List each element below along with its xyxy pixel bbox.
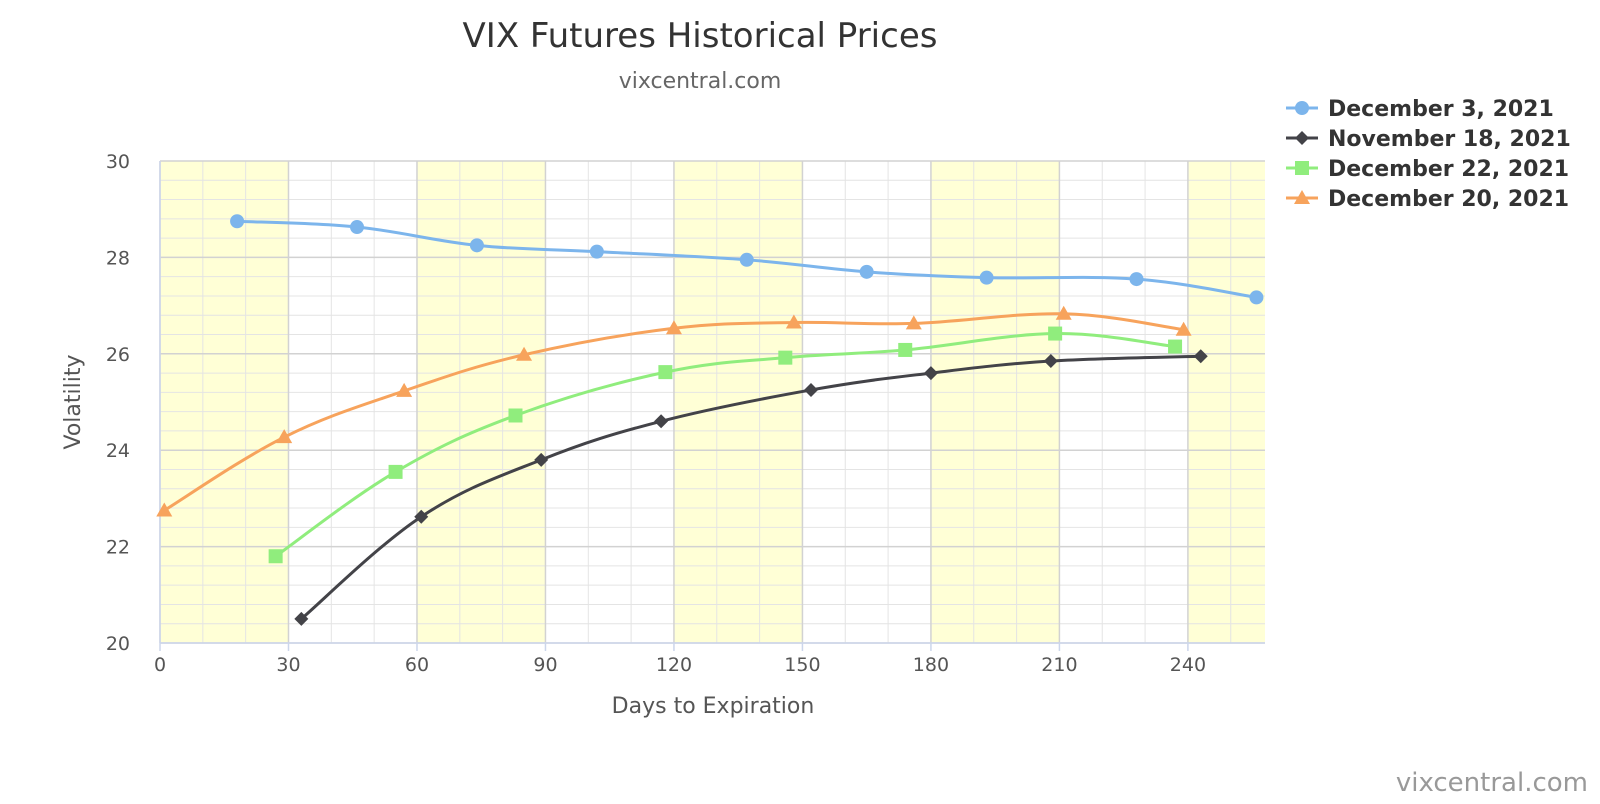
legend-swatch-marker[interactable]	[1295, 161, 1309, 175]
x-tick-label: 120	[656, 654, 692, 676]
data-point-series-4-8[interactable]	[1055, 305, 1072, 320]
data-point-series-1-9[interactable]	[1249, 290, 1264, 305]
y-tick-label: 26	[106, 344, 130, 366]
x-tick-label: 210	[1041, 654, 1077, 676]
legend-label: December 20, 2021	[1328, 187, 1569, 212]
grid	[159, 160, 1265, 644]
x-tick-label: 90	[533, 654, 557, 676]
data-point-series-2-5[interactable]	[804, 382, 819, 397]
band-120	[673, 161, 803, 643]
band-240	[1187, 161, 1265, 643]
band-0	[160, 161, 289, 643]
data-point-series-2-7[interactable]	[1043, 354, 1058, 369]
data-point-series-1-4[interactable]	[589, 244, 604, 259]
band-180	[930, 161, 1060, 643]
legend: December 3, 2021 November 18, 2021 Decembe…	[1286, 97, 1571, 212]
legend-swatch-marker[interactable]	[1294, 190, 1310, 204]
series-3	[268, 326, 1183, 564]
x-tick-label: 150	[784, 654, 820, 676]
data-point-series-2-2[interactable]	[414, 509, 429, 524]
x-tick-label: 60	[405, 654, 429, 676]
data-point-series-4-4[interactable]	[516, 346, 533, 361]
legend-item-1[interactable]: December 3, 2021	[1286, 97, 1554, 122]
legend-label: November 18, 2021	[1328, 127, 1571, 152]
data-point-series-3-4[interactable]	[658, 365, 673, 380]
chart-subtitle: vixcentral.com	[619, 69, 782, 94]
band-60	[416, 161, 546, 643]
legend-item-4[interactable]: December 20, 2021	[1286, 187, 1569, 212]
data-point-series-4-2[interactable]	[276, 429, 293, 444]
data-point-series-4-9[interactable]	[1175, 321, 1192, 336]
data-point-series-2-4[interactable]	[654, 414, 669, 429]
data-point-series-2-3[interactable]	[534, 452, 549, 467]
series-line-2	[300, 354, 1201, 621]
data-point-series-3-5[interactable]	[778, 350, 793, 365]
y-axis-title: Volatility	[61, 354, 86, 449]
series-2	[294, 349, 1208, 626]
chart-title: VIX Futures Historical Prices	[463, 16, 938, 56]
y-tick-label: 20	[106, 633, 130, 655]
data-point-series-1-5[interactable]	[739, 252, 754, 267]
x-axis-title: Days to Expiration	[612, 694, 815, 719]
series-group	[156, 214, 1264, 626]
data-point-series-1-3[interactable]	[469, 238, 484, 253]
series-4	[156, 305, 1192, 517]
series-1	[230, 214, 1264, 305]
y-tick-label: 24	[106, 440, 130, 462]
legend-swatch-marker[interactable]	[1295, 101, 1309, 115]
y-tick-label: 28	[106, 247, 130, 269]
x-tick-label: 30	[276, 654, 300, 676]
data-point-series-4-6[interactable]	[785, 314, 802, 329]
data-point-series-3-1[interactable]	[268, 549, 283, 564]
data-point-series-3-3[interactable]	[508, 408, 523, 423]
data-point-series-1-7[interactable]	[979, 270, 994, 285]
data-point-series-4-3[interactable]	[396, 382, 413, 397]
data-point-series-2-1[interactable]	[294, 611, 309, 626]
y-tick-label: 22	[106, 537, 130, 559]
data-point-series-4-7[interactable]	[905, 315, 922, 330]
x-tick-label: 0	[154, 654, 166, 676]
data-point-series-3-2[interactable]	[388, 464, 403, 479]
series-line-3	[274, 332, 1176, 558]
data-point-series-3-7[interactable]	[1048, 326, 1063, 341]
data-point-series-2-8[interactable]	[1193, 349, 1208, 364]
y-tick-label: 30	[106, 151, 130, 173]
data-point-series-4-5[interactable]	[665, 320, 682, 335]
legend-item-2[interactable]: November 18, 2021	[1286, 127, 1571, 152]
legend-swatch-marker[interactable]	[1295, 131, 1309, 145]
credit-text: vixcentral.com	[1396, 768, 1588, 798]
data-point-series-1-1[interactable]	[230, 214, 245, 229]
data-point-series-2-6[interactable]	[923, 366, 938, 381]
legend-label: December 22, 2021	[1328, 157, 1569, 182]
alternate-bands	[160, 161, 1265, 643]
data-point-series-1-2[interactable]	[350, 220, 365, 235]
x-tick-label: 180	[913, 654, 949, 676]
data-point-series-1-6[interactable]	[859, 264, 874, 279]
data-point-series-3-8[interactable]	[1168, 339, 1183, 354]
data-point-series-4-1[interactable]	[156, 502, 173, 517]
data-point-series-1-8[interactable]	[1129, 272, 1144, 287]
legend-label: December 3, 2021	[1328, 97, 1554, 122]
data-point-series-3-6[interactable]	[898, 342, 913, 357]
x-tick-label: 240	[1170, 654, 1206, 676]
legend-item-3[interactable]: December 22, 2021	[1286, 157, 1569, 182]
axes: 0 30 60 90 120 150 180 210 240 20 22 24 26 28 30	[106, 151, 1265, 676]
